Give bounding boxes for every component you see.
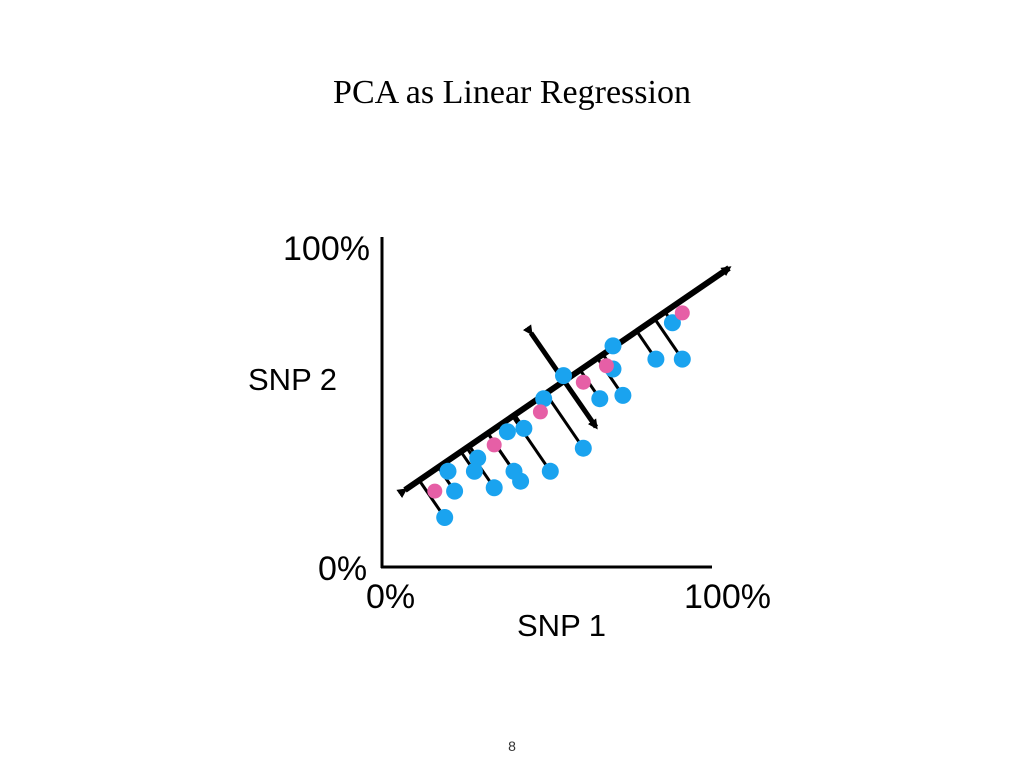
- data-point: [485, 479, 503, 497]
- data-point: [574, 439, 592, 457]
- y-max-label: 100%: [283, 230, 370, 268]
- data-point: [436, 509, 454, 526]
- data-point: [446, 482, 464, 500]
- data-point: [541, 462, 559, 480]
- data-point: [591, 390, 609, 408]
- slide-title: PCA as Linear Regression: [333, 74, 691, 111]
- page-number: 8: [508, 738, 516, 754]
- data-point: [469, 449, 487, 467]
- projection-point: [674, 305, 690, 321]
- projection-points: [427, 305, 690, 499]
- projection-point: [575, 374, 591, 390]
- data-point: [465, 462, 483, 480]
- data-point: [439, 462, 457, 480]
- projection-point: [427, 483, 443, 499]
- projection-point: [532, 404, 548, 420]
- projection-point: [598, 358, 614, 374]
- data-point: [555, 367, 572, 385]
- projection-point: [486, 437, 502, 453]
- data-point: [512, 472, 530, 490]
- data-point: [515, 419, 533, 437]
- x-axis-label: SNP 1: [517, 608, 607, 643]
- data-point: [647, 350, 665, 368]
- data-point: [673, 350, 691, 368]
- data-point: [498, 423, 516, 441]
- data-point: [604, 337, 622, 355]
- data-points: [436, 314, 691, 526]
- y-min-label: 0%: [318, 550, 368, 588]
- y-axis-label: SNP 2: [248, 362, 338, 397]
- data-point: [614, 386, 632, 404]
- x-max-label: 100%: [684, 578, 771, 616]
- x-min-label: 0%: [366, 578, 416, 616]
- data-point: [535, 390, 553, 408]
- data-point: [663, 314, 681, 332]
